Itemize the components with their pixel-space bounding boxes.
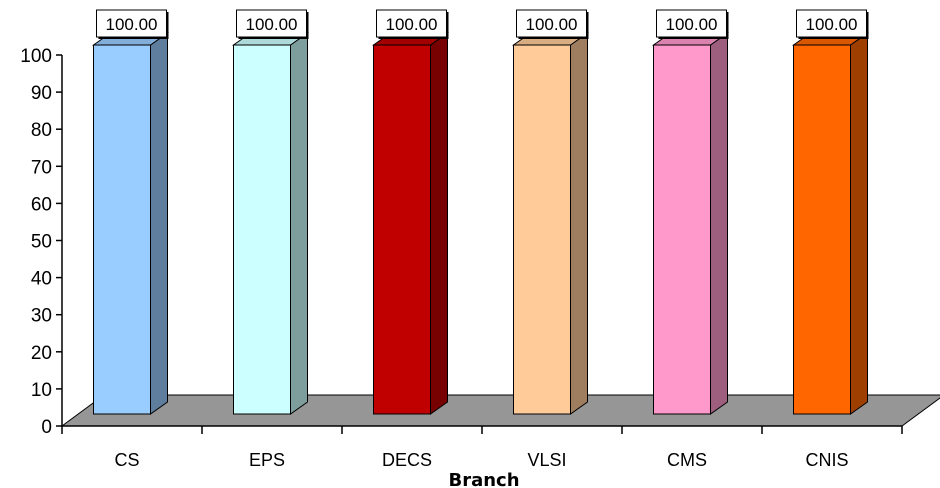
data-label-value: 100.00: [526, 15, 578, 34]
y-tick-label: 30: [31, 306, 52, 327]
data-label-box: [236, 9, 307, 38]
data-label-box: [376, 9, 447, 38]
data-label: 100.00: [376, 9, 449, 39]
x-axis: CS EPS DECS VLSI CMS CNIS: [61, 425, 903, 470]
bar-front-face: [793, 44, 851, 415]
y-tick-label: 80: [31, 120, 52, 141]
bar-front-face: [93, 44, 151, 415]
bar-front-face: [513, 44, 571, 415]
x-tick-label: CNIS: [805, 450, 848, 470]
y-axis: 0 10 20 30 40 50 60 70 80 90 100: [20, 46, 63, 438]
data-label: 100.00: [796, 9, 869, 39]
bar: [371, 32, 450, 415]
y-tick-label: 20: [31, 343, 52, 364]
data-label: 100.00: [236, 9, 309, 39]
x-axis-title: Branch: [448, 470, 519, 488]
data-label-value: 100.00: [806, 15, 858, 34]
data-label-box: [96, 9, 167, 38]
data-labels: 100.00 100.00 100.00 100.00 100.00 100.00: [96, 9, 869, 39]
bar-front-face: [373, 44, 431, 415]
bar: [791, 32, 870, 415]
data-label-value: 100.00: [106, 15, 158, 34]
data-label: 100.00: [656, 9, 729, 39]
y-tick-label: 90: [31, 83, 52, 104]
bar-front-face: [233, 44, 291, 415]
data-label-box: [796, 9, 867, 38]
data-label-box: [656, 9, 727, 38]
y-tick-label: 40: [31, 269, 52, 290]
x-tick-label: DECS: [382, 450, 432, 470]
data-label-value: 100.00: [246, 15, 298, 34]
bar: [91, 32, 170, 415]
x-tick-label: CMS: [667, 450, 707, 470]
data-label-value: 100.00: [666, 15, 718, 34]
y-tick-label: 100: [20, 46, 52, 67]
bar: [231, 32, 310, 415]
data-label: 100.00: [96, 9, 169, 39]
bar-side-face: [710, 32, 728, 415]
bar-side-face: [290, 32, 308, 415]
bar: [511, 32, 590, 415]
x-tick-label: EPS: [249, 450, 285, 470]
bar-side-face: [430, 32, 448, 415]
y-tick-label: 60: [31, 194, 52, 215]
y-tick-label: 10: [31, 380, 52, 401]
data-label: 100.00: [516, 9, 589, 39]
y-tick-label: 0: [41, 417, 52, 438]
x-tick-label: VLSI: [527, 450, 566, 470]
bar-side-face: [850, 32, 868, 415]
x-tick-label: CS: [114, 450, 139, 470]
bar-front-face: [653, 44, 711, 415]
y-tick-label: 70: [31, 157, 52, 178]
bars: [91, 32, 870, 415]
bar: [651, 32, 730, 415]
data-label-box: [516, 9, 587, 38]
y-tick-label: 50: [31, 232, 52, 253]
data-label-value: 100.00: [386, 15, 438, 34]
bar-side-face: [150, 32, 168, 415]
bar-side-face: [570, 32, 588, 415]
